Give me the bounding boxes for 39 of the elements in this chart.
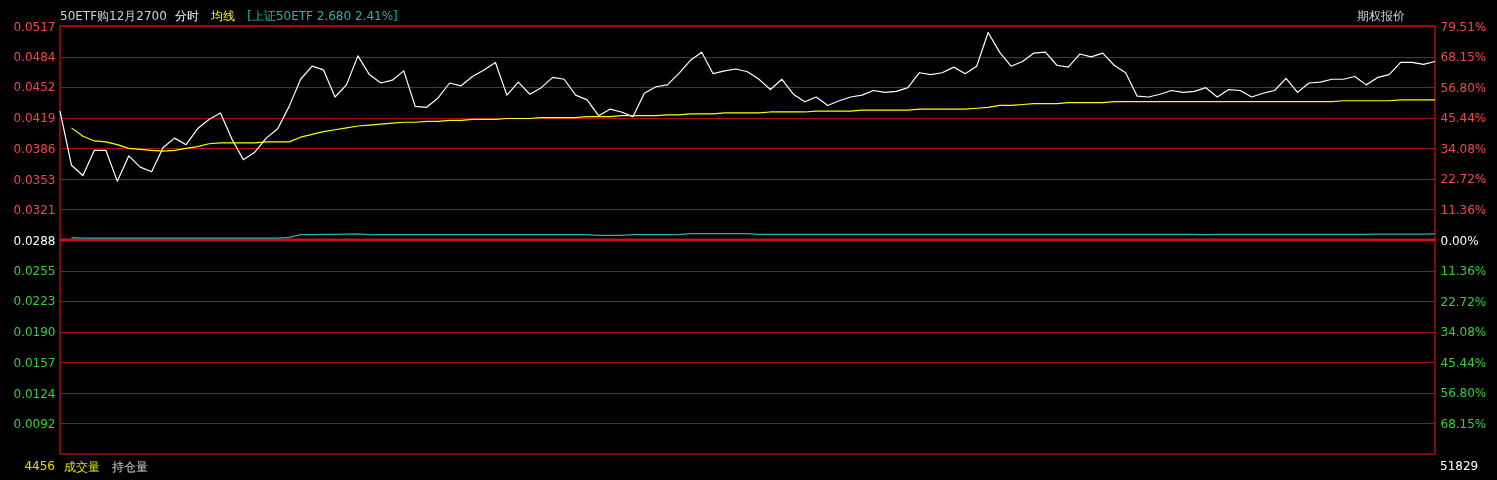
y-tick-label: 0.0223 [13,294,56,309]
y2-tick-label: 45.44% [1440,111,1487,126]
y-tick-label: 0.0288 [13,233,56,248]
y-tick-label: 0.0419 [13,111,56,126]
y2-tick-label: 34.08% [1440,325,1487,340]
y2-tick-label: 45.44% [1440,355,1487,370]
y2-tick-label: 11.36% [1440,264,1487,279]
y-tick-label: 0.0124 [13,386,56,401]
y-tick-label: 0.0321 [13,202,56,217]
y-tick-label: 0.0190 [13,325,56,340]
text: [上证50ETF 2.680 2.41%] [247,9,398,23]
text: 持仓量 [112,460,148,474]
y-tick-label: 0.0517 [13,19,56,34]
y2-tick-label: 0.00% [1440,233,1479,248]
y2-tick-label: 22.72% [1440,172,1487,187]
y-tick-label: 0.0452 [13,80,56,95]
text: 期权报价 [1357,9,1405,23]
text: 均线 [210,9,236,23]
y2-tick-label: 34.08% [1440,141,1487,156]
y-tick-label: 0.0157 [13,355,56,370]
y-tick-label: 0.0353 [13,172,56,187]
line-series [59,31,1436,182]
y-tick-label: 0.0255 [13,264,56,279]
line-series [70,99,1436,152]
y-tick-label: 0.0092 [13,416,56,431]
text: 分时 [175,9,200,23]
y2-tick-label: 56.80% [1440,386,1487,401]
text: 51829 [1440,459,1479,473]
y2-tick-label: 11.36% [1440,202,1487,217]
y-tick-label: 0.0484 [13,50,56,65]
y2-tick-label: 22.72% [1440,294,1487,309]
text: 成交量 [64,460,100,474]
y2-tick-label: 68.15% [1440,416,1487,431]
y2-tick-label: 68.15% [1440,50,1487,65]
y2-tick-label: 56.80% [1440,80,1487,95]
text: 4456 [24,459,55,473]
y-tick-label: 0.0386 [13,141,56,156]
y2-tick-label: 79.51% [1440,19,1487,34]
chart-title: 50ETF购12月2700 [60,9,167,23]
